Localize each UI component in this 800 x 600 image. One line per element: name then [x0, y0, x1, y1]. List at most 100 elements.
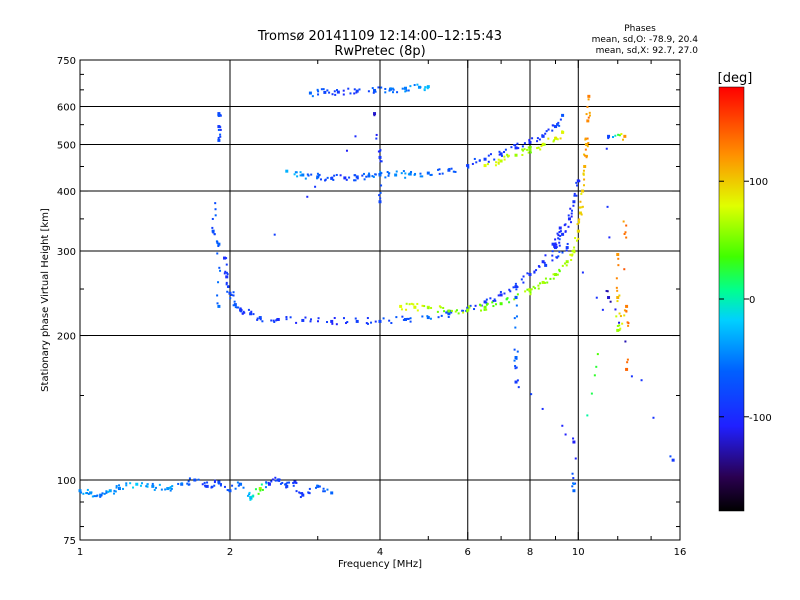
echo-point: [413, 305, 416, 308]
echo-point: [570, 258, 573, 261]
echo-point: [140, 482, 143, 485]
echo-point: [355, 319, 359, 323]
echo-point: [491, 301, 494, 304]
echo-point: [299, 171, 302, 174]
echo-point: [285, 482, 288, 485]
echo-point: [514, 380, 518, 384]
echo-point: [416, 309, 419, 312]
echo-point: [605, 289, 608, 292]
echo-point: [214, 214, 217, 217]
echo-point: [475, 161, 478, 164]
echo-point: [99, 495, 102, 498]
echo-point: [378, 194, 381, 197]
echo-point: [345, 178, 348, 181]
echo-point: [537, 146, 540, 149]
echo-point: [113, 489, 116, 492]
echo-point: [278, 479, 281, 482]
echo-point: [384, 87, 387, 90]
echo-point: [168, 487, 171, 490]
chart-title: Tromsø 20141109 12:14:00–12:15:43: [257, 29, 502, 44]
echo-point: [309, 320, 312, 323]
echo-point: [105, 490, 108, 493]
echo-point: [218, 480, 221, 483]
echo-point: [217, 125, 221, 129]
echo-point: [623, 268, 626, 271]
echo-point: [323, 490, 326, 493]
x-tick-label: 6: [465, 547, 471, 558]
echo-point: [546, 281, 549, 284]
echo-point: [421, 315, 424, 318]
x-axis-ticks: 1 2 4 6 8 10 16: [77, 60, 686, 558]
echo-point: [574, 237, 577, 240]
data-points: [78, 83, 675, 501]
echo-point: [587, 116, 590, 119]
echo-point: [617, 264, 620, 267]
echo-point: [299, 492, 302, 495]
echo-point: [201, 483, 204, 486]
echo-point: [407, 89, 410, 92]
echo-point: [382, 317, 385, 320]
echo-point: [304, 177, 307, 180]
echo-point: [561, 130, 564, 133]
echo-point: [545, 130, 548, 133]
echo-point: [285, 318, 288, 321]
echo-point: [557, 121, 560, 124]
echo-point: [553, 245, 556, 248]
echo-point: [230, 293, 233, 296]
echo-point: [443, 310, 446, 313]
echo-point: [238, 482, 241, 485]
echo-point: [429, 317, 432, 320]
echo-point: [541, 280, 545, 284]
echo-point: [236, 306, 239, 309]
echo-point: [145, 485, 148, 488]
echo-point: [214, 202, 217, 205]
echo-point: [596, 353, 599, 356]
echo-point: [478, 159, 481, 162]
echo-point: [558, 244, 561, 247]
x-tick-label: 4: [377, 547, 383, 558]
echo-point: [544, 254, 547, 257]
echo-point: [225, 281, 228, 284]
echo-point: [571, 254, 574, 257]
echo-point: [342, 93, 345, 96]
echo-point: [578, 206, 581, 209]
colorbar-tick-label: 0: [749, 295, 755, 306]
echo-point: [573, 194, 576, 197]
echo-point: [374, 320, 377, 323]
echo-point: [438, 172, 441, 175]
echo-point: [571, 250, 574, 253]
echo-point: [497, 161, 500, 164]
echo-point: [572, 204, 575, 207]
echo-point: [260, 483, 263, 486]
echo-point: [426, 315, 429, 318]
echo-point: [316, 172, 319, 175]
echo-point: [615, 286, 618, 289]
echo-point: [561, 232, 565, 236]
echo-point: [345, 149, 348, 152]
echo-point: [270, 319, 273, 322]
echo-point: [151, 484, 155, 488]
echo-point: [626, 358, 629, 361]
echo-point: [344, 177, 347, 180]
echo-point: [497, 294, 500, 297]
echo-point: [349, 92, 352, 95]
echo-point: [493, 158, 496, 161]
echo-point: [457, 312, 460, 315]
echo-point: [558, 238, 561, 241]
echo-point: [409, 320, 412, 323]
echo-point: [521, 145, 524, 148]
echo-point: [528, 140, 532, 144]
echo-point: [232, 291, 235, 294]
echo-point: [514, 355, 518, 359]
echo-point: [554, 242, 557, 245]
echo-point: [115, 486, 118, 489]
echo-point: [574, 482, 577, 485]
echo-point: [483, 308, 486, 311]
echo-point: [293, 173, 296, 176]
stats-o-line: mean, sd,O: -78.9, 20.4: [592, 35, 699, 45]
echo-point: [311, 95, 314, 98]
y-tick-label: 75: [63, 536, 76, 547]
echo-point: [237, 484, 240, 487]
echo-point: [541, 134, 544, 137]
echo-point: [565, 264, 568, 267]
